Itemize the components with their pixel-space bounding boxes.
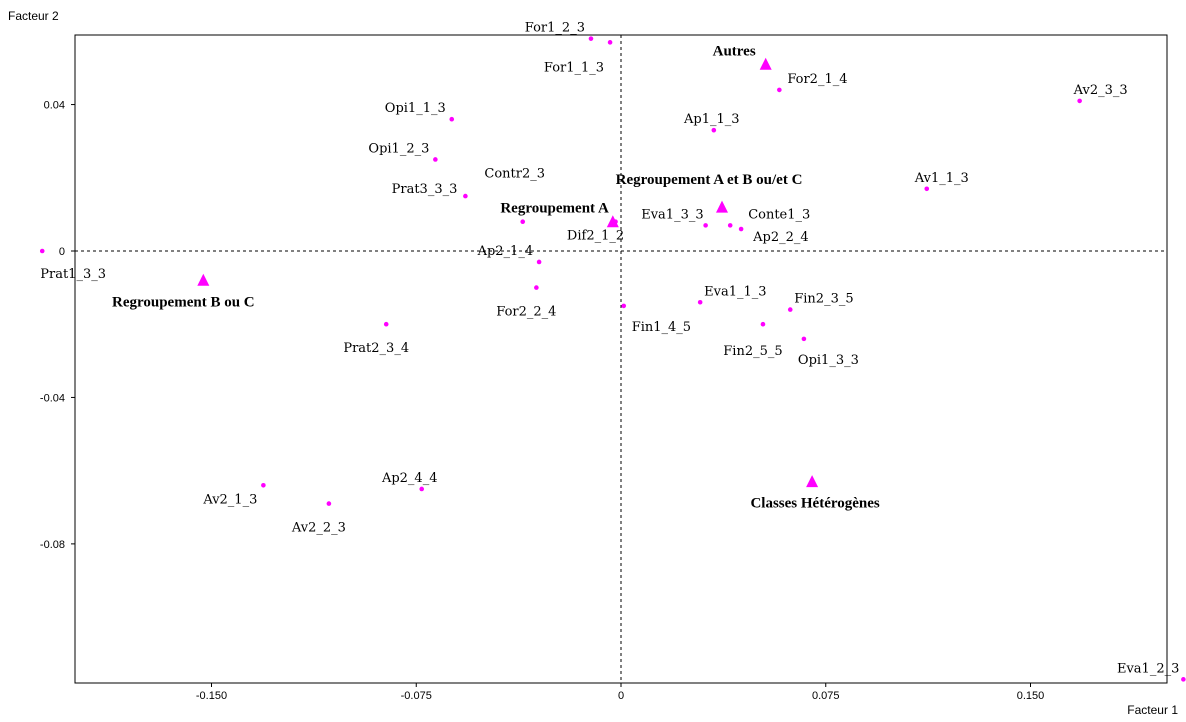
x-tick-label: 0.150 xyxy=(1017,690,1045,702)
point-label: Fin2_3_5 xyxy=(794,292,853,307)
point-label: Conte1_3 xyxy=(748,207,810,222)
x-tick-label: 0.075 xyxy=(812,690,840,702)
x-tick-label: -0.075 xyxy=(401,690,432,702)
point-label: Contr2_3 xyxy=(484,167,545,182)
data-point xyxy=(760,321,766,327)
data-point xyxy=(621,303,627,309)
group-marker xyxy=(606,215,619,228)
group-marker xyxy=(716,200,729,213)
data-point xyxy=(787,307,793,312)
group-marker xyxy=(806,475,819,488)
data-point xyxy=(261,483,266,488)
x-axis-ticks: -0.150 -0.075 0 0.075 0.150 xyxy=(196,683,1044,702)
point-label: Ap2_4_4 xyxy=(381,471,438,486)
point-label: Eva1_1_3 xyxy=(704,284,766,299)
data-point xyxy=(727,223,733,228)
group-marker xyxy=(759,57,772,70)
point-label: Prat3_3_3 xyxy=(392,182,458,197)
point-label: Eva1_3_3 xyxy=(641,207,703,222)
point-label: For2_2_4 xyxy=(496,305,556,320)
point-labels: For1_2_3 For1_1_3 For2_1_4 Av2_3_3 Opi1_1_3 A… xyxy=(40,21,1179,677)
group-label: Regroupement A et B ou/et C xyxy=(616,172,803,188)
point-label: For1_1_3 xyxy=(544,60,604,75)
group-marker xyxy=(197,273,210,286)
point-label: Opi1_1_3 xyxy=(385,101,446,116)
data-point xyxy=(697,299,703,305)
point-label: Prat1_3_3 xyxy=(40,267,106,282)
data-point xyxy=(326,501,332,506)
data-point xyxy=(536,259,542,265)
point-label: Opi1_2_3 xyxy=(368,141,429,156)
data-point xyxy=(607,40,613,45)
point-label: For2_1_4 xyxy=(787,72,847,87)
data-point xyxy=(449,116,455,122)
data-point xyxy=(738,226,744,232)
data-point xyxy=(520,219,526,225)
point-label: Fin2_5_5 xyxy=(723,344,782,359)
data-point xyxy=(419,486,425,492)
group-label: Regroupement A xyxy=(500,201,609,217)
x-tick-label: -0.150 xyxy=(196,690,227,702)
point-label: Av2_3_3 xyxy=(1073,83,1128,98)
data-point xyxy=(1181,677,1186,682)
data-points xyxy=(39,36,1186,682)
group-label: Regroupement B ou C xyxy=(112,294,255,310)
data-point xyxy=(39,248,45,254)
data-point xyxy=(463,193,468,199)
point-label: Av2_2_3 xyxy=(291,521,346,536)
point-label: Fin1_4_5 xyxy=(632,320,691,335)
point-label: Ap2_1_4 xyxy=(477,244,534,259)
data-point xyxy=(534,285,539,290)
data-point xyxy=(801,336,807,342)
x-axis-title: Facteur 1 xyxy=(1127,703,1178,717)
data-point xyxy=(1077,98,1082,104)
data-point xyxy=(777,87,782,93)
point-label: Av2_1_3 xyxy=(202,492,257,507)
point-label: Opi1_3_3 xyxy=(798,353,859,368)
data-point xyxy=(924,186,930,192)
group-label: Classes Hétérogènes xyxy=(750,496,879,512)
group-label: Autres xyxy=(713,43,756,59)
point-label: Ap2_2_4 xyxy=(752,230,809,245)
y-tick-label: 0 xyxy=(59,246,65,258)
y-tick-label: 0.04 xyxy=(44,100,65,112)
point-label: Ap1_1_3 xyxy=(683,112,740,127)
point-label: Dif2_1_2 xyxy=(567,229,624,244)
point-label: Av1_1_3 xyxy=(914,171,969,186)
data-point xyxy=(383,321,389,327)
y-tick-label: -0.04 xyxy=(40,392,65,404)
y-axis-title: Facteur 2 xyxy=(8,9,59,23)
data-point xyxy=(711,127,717,133)
point-label: Eva1_2_3 xyxy=(1117,661,1179,676)
y-tick-label: -0.08 xyxy=(40,539,65,551)
data-point xyxy=(433,157,438,162)
data-point xyxy=(703,223,708,228)
x-tick-label: 0 xyxy=(618,690,624,702)
data-point xyxy=(588,36,594,41)
point-label: Prat2_3_4 xyxy=(343,341,409,356)
point-label: For1_2_3 xyxy=(525,21,585,36)
y-axis-ticks: 0.04 0 -0.04 -0.08 xyxy=(40,100,75,551)
